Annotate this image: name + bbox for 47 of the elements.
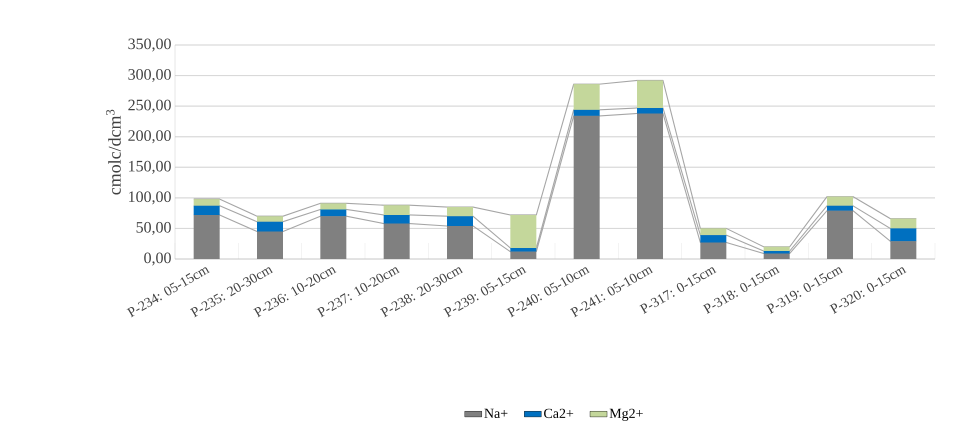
bar — [447, 216, 474, 226]
y-tick-label: 0,00 — [144, 252, 171, 266]
bar — [890, 241, 916, 259]
bar — [700, 228, 726, 236]
bar — [447, 207, 474, 216]
bar — [447, 226, 474, 259]
bar — [700, 235, 726, 242]
bar — [510, 252, 536, 259]
bar — [320, 203, 346, 210]
y-tick-label: 50,00 — [136, 222, 171, 235]
bar — [827, 196, 854, 206]
bar — [827, 210, 854, 259]
bar — [194, 199, 220, 206]
bar — [257, 222, 284, 232]
y-tick-label: 350,00 — [128, 38, 171, 52]
bar — [890, 228, 916, 242]
bar — [574, 84, 600, 110]
bar — [320, 209, 346, 216]
bar — [890, 218, 916, 228]
bar — [510, 214, 536, 248]
y-tick-label: 200,00 — [128, 130, 171, 144]
bar — [194, 214, 220, 259]
legend-label: Na+ — [484, 408, 508, 418]
y-axis-title: cmolc/dcm$^{3}$ — [106, 110, 121, 195]
y-tick-label: 250,00 — [128, 100, 171, 113]
bar — [384, 224, 410, 259]
bar — [257, 216, 284, 222]
bar — [637, 108, 664, 114]
bar — [194, 206, 220, 215]
bar — [637, 113, 664, 259]
bar — [384, 214, 410, 224]
bar — [510, 248, 536, 252]
bar — [764, 253, 790, 259]
bar — [384, 205, 410, 215]
bar — [637, 80, 664, 108]
bar — [574, 116, 600, 259]
bar — [257, 231, 284, 259]
bar — [827, 206, 854, 211]
y-tick-label: 150,00 — [129, 160, 171, 174]
legend-label: Ca2+ — [544, 408, 574, 418]
bar — [764, 246, 790, 252]
bar — [320, 216, 346, 259]
legend-label: Mg2+ — [610, 408, 643, 421]
y-tick-label: 300,00 — [128, 69, 171, 82]
bar — [574, 110, 600, 116]
y-tick-label: 100,00 — [129, 191, 171, 204]
bar — [700, 242, 726, 259]
